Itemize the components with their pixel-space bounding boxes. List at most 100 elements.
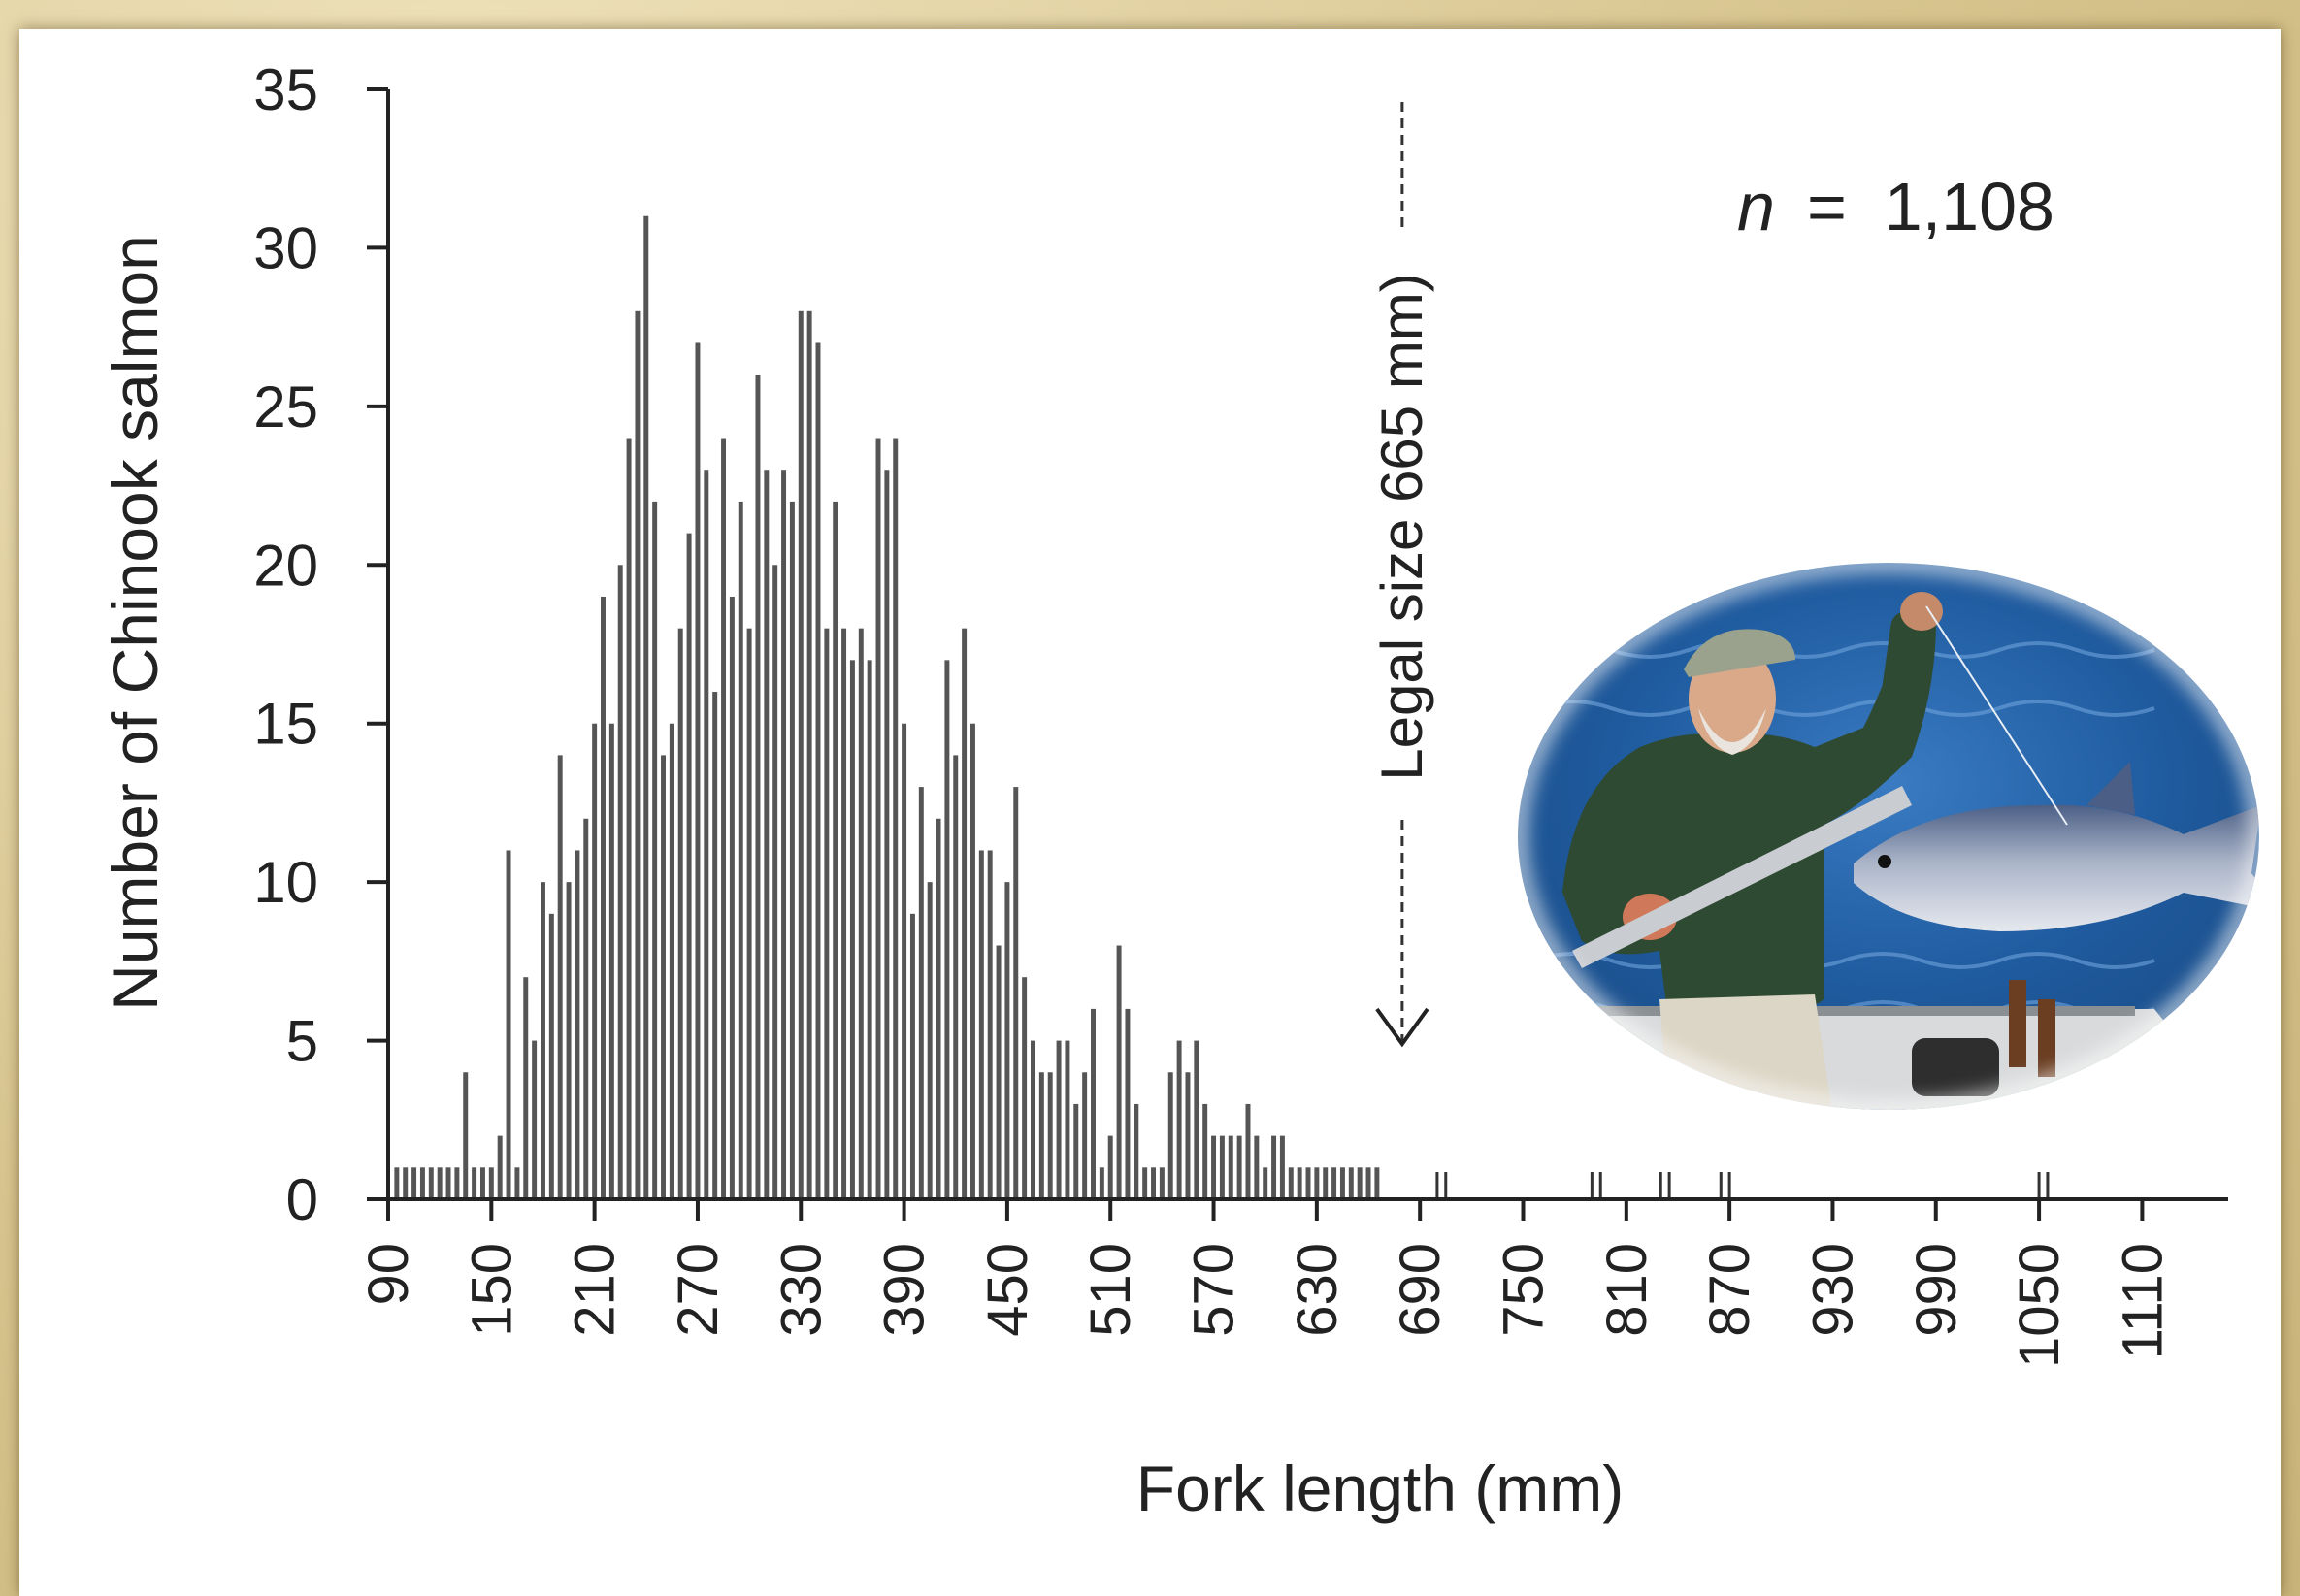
histogram-bar [815,342,821,1199]
histogram-bar [1263,1167,1268,1199]
histogram-bar [1245,1103,1251,1199]
x-tick-label: 810 [1595,1243,1659,1337]
measuring-stick [1572,786,1912,968]
histogram-bar [479,1167,485,1199]
histogram-bar [1236,1135,1242,1199]
histogram-bar [532,1040,538,1199]
histogram-bar [806,310,812,1199]
histogram-bar [781,470,787,1199]
histogram-bar [1142,1167,1148,1199]
histogram-bar [1279,1135,1285,1199]
histogram-bar [1107,1135,1113,1199]
sample-size-annotation: n = 1,108 [1737,169,2054,244]
histogram-bar [1134,1103,1139,1199]
histogram-bar [626,438,632,1199]
histogram-bar [428,1167,434,1199]
histogram-bar [909,913,915,1199]
histogram-bar [677,628,683,1199]
histogram-bar [1116,945,1122,1199]
x-ticks: 90 150 210 270 330 390 450 510 570 630 690 750 810 87… [357,1199,2174,1368]
histogram-bar [394,1167,400,1199]
histogram-bar [583,818,589,1199]
x-axis-label: Fork length (mm) [1136,1452,1624,1524]
legal-size-marker: Legal size 665 mm) [1369,102,1434,1048]
histogram-bar [575,850,580,1199]
histogram-bar [403,1167,409,1199]
histogram-bar [1022,977,1028,1199]
histogram-bar [566,882,572,1199]
y-tick-label: 15 [253,692,318,757]
histogram-bar [849,660,855,1199]
x-tick-label: 750 [1492,1243,1555,1337]
histogram-bar [1125,1008,1131,1199]
histogram-bar [652,501,658,1199]
histogram-bar [1357,1167,1363,1199]
histogram-bar [893,438,899,1199]
histogram-bar [738,501,743,1199]
histogram-bar [1031,1040,1035,1199]
histogram-bar [497,1135,503,1199]
histogram-bar [1271,1135,1277,1199]
histogram-bar [902,723,907,1199]
fisherman-cap [1684,629,1795,677]
y-tick-label: 25 [253,375,318,440]
histogram-bar [1254,1135,1260,1199]
histogram-bar [695,342,701,1199]
histogram-bar [867,660,872,1199]
histogram-bar [721,438,727,1199]
rod-holder [2009,980,2026,1067]
bars-group [394,215,2050,1200]
histogram-bar [789,501,795,1199]
x-tick-label: 570 [1183,1243,1246,1337]
histogram-bar [669,723,674,1199]
photo-vignette [1511,556,2266,1117]
fisherman-photo [1511,556,2266,1117]
histogram-bar [833,501,838,1199]
histogram-bar [661,755,666,1199]
fisherman-arm-raised [1874,611,1926,757]
histogram-bar [927,882,933,1199]
histogram-bar [704,470,709,1199]
histogram-bar [437,1167,443,1199]
histogram-bar [1288,1167,1294,1199]
histogram-bar [472,1167,477,1199]
histogram-bar [463,1072,469,1199]
y-tick-label: 0 [286,1167,318,1232]
histogram-bar [1056,1040,1062,1199]
x-tick-label: 90 [357,1243,420,1306]
y-tick-label: 30 [253,215,318,280]
histogram-bar [1374,1167,1380,1199]
y-tick-label: 5 [286,1009,318,1074]
salmon-body [1854,804,2259,931]
histogram-bar [1185,1072,1191,1199]
x-tick-label: 630 [1286,1243,1349,1337]
histogram-bar [858,628,864,1199]
x-tick-label: 990 [1905,1243,1968,1337]
histogram-bar [557,755,563,1199]
histogram-bar [996,945,1002,1199]
y-ticks: 0 5 10 15 20 25 30 35 [253,57,388,1232]
histogram-bar [1038,1072,1044,1199]
histogram-bar [1202,1103,1208,1199]
x-tick-label: 270 [667,1243,730,1337]
chart-panel: 0 5 10 15 20 25 30 35 90 150 210 270 330 390 450 510 57… [19,29,2281,1596]
histogram-bar [969,723,975,1199]
x-tick-label: 150 [460,1243,523,1337]
rod-holder-2 [2038,999,2055,1077]
histogram-bar [1297,1167,1302,1199]
histogram-bar [617,565,623,1199]
histogram-bar [1228,1135,1233,1199]
fishing-line [1925,605,2068,826]
histogram-bar [523,977,529,1199]
histogram-bar [1323,1167,1329,1199]
histogram-bar [548,913,554,1199]
histogram-bar [1314,1167,1320,1199]
salmon-dorsal-fin [2086,762,2135,815]
histogram-bar [1065,1040,1070,1199]
histogram-bar [755,375,761,1200]
histogram-bar [1219,1135,1225,1199]
histogram-bar [419,1167,425,1199]
x-tick-label: 390 [873,1243,936,1337]
